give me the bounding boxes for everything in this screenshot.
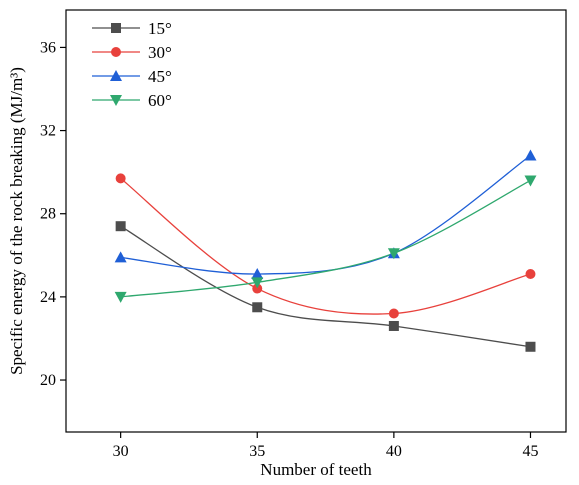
data-point (524, 175, 537, 187)
plot-frame (65, 9, 567, 433)
data-point (114, 291, 127, 303)
y-tick-label: 32 (40, 123, 56, 140)
data-point (388, 308, 399, 319)
legend-marker (110, 95, 122, 106)
data-point (252, 283, 263, 294)
legend-label: 15° (148, 19, 172, 38)
data-point (388, 320, 399, 331)
data-point (387, 248, 400, 260)
data-point (525, 269, 536, 280)
data-point (525, 341, 536, 352)
data-point (114, 251, 127, 263)
data-point (115, 173, 126, 184)
y-tick-label: 20 (40, 372, 56, 389)
x-tick-label: 35 (249, 443, 265, 460)
x-tick-label: 45 (522, 443, 538, 460)
legend-label: 45° (148, 67, 172, 86)
legend-label: 30° (148, 43, 172, 62)
y-tick-label: 36 (40, 39, 56, 56)
legend-marker (111, 47, 121, 57)
legend-marker (110, 70, 122, 81)
y-tick-label: 24 (40, 289, 56, 306)
data-point (251, 268, 264, 280)
data-point (252, 302, 263, 313)
data-point (524, 149, 537, 161)
x-axis-title: Number of teeth (260, 460, 372, 479)
legend-marker (111, 23, 121, 33)
legend-label: 60° (148, 91, 172, 110)
series-line (120, 177, 531, 315)
y-axis-title: Specific energy of the rock breaking (MJ… (7, 67, 26, 375)
series-line (120, 225, 531, 348)
data-point (115, 221, 126, 232)
series-line (120, 179, 531, 298)
data-point (251, 277, 264, 289)
y-tick-label: 28 (40, 206, 56, 223)
x-tick-label: 30 (113, 443, 129, 460)
series-line (120, 154, 531, 275)
x-tick-label: 40 (386, 443, 402, 460)
